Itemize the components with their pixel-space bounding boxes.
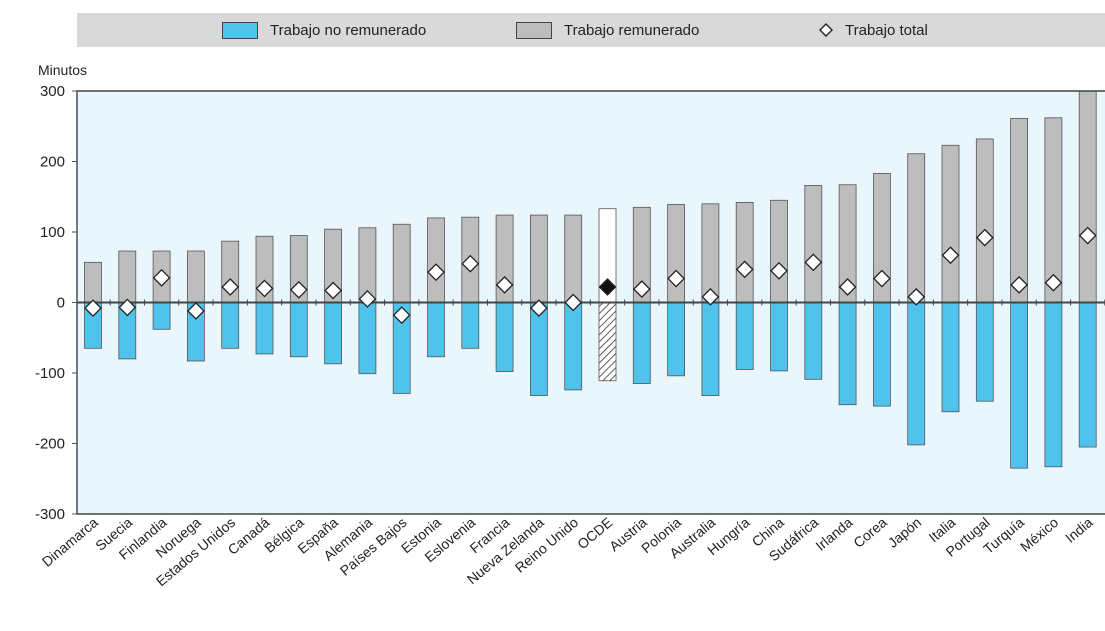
total-marker	[872, 269, 891, 288]
bar-unpaid	[221, 302, 240, 349]
bar-unpaid	[907, 302, 926, 446]
bar-paid	[667, 204, 685, 303]
total-marker	[186, 302, 205, 320]
total-marker	[152, 268, 171, 287]
bar-paid	[392, 223, 411, 303]
bar-unpaid	[735, 302, 754, 370]
x-tick-label: India	[1062, 514, 1096, 546]
total-marker	[324, 281, 343, 300]
bar-paid	[84, 261, 102, 303]
total-marker	[564, 293, 583, 312]
bar-unpaid	[667, 302, 685, 377]
bar-unpaid	[838, 302, 857, 406]
bar-unpaid	[1010, 302, 1028, 469]
bar-unpaid	[152, 302, 171, 330]
bar-paid	[701, 203, 720, 303]
legend-diamond-icon	[819, 23, 833, 37]
bar-paid	[941, 144, 960, 303]
total-marker	[255, 279, 274, 298]
total-marker	[632, 280, 651, 299]
legend-swatch-unpaid	[222, 21, 258, 39]
y-tick-label: 200	[40, 154, 65, 171]
bar-unpaid	[975, 302, 994, 402]
total-marker	[907, 287, 926, 306]
x-tick-label: Corea	[850, 514, 890, 551]
bar-unpaid	[941, 302, 960, 413]
total-marker	[1010, 275, 1029, 294]
total-marker	[221, 278, 240, 296]
total-marker	[495, 275, 514, 294]
x-tick-label: México	[1017, 514, 1061, 555]
bar-unpaid	[770, 302, 788, 372]
total-marker	[289, 280, 308, 299]
bar-paid	[735, 201, 754, 303]
legend-label-paid: Trabajo remunerado	[564, 21, 700, 39]
bar-unpaid	[804, 302, 823, 380]
total-marker	[1044, 273, 1063, 292]
total-marker	[975, 228, 994, 247]
y-tick-label: -200	[35, 436, 65, 453]
bar-unpaid	[564, 302, 583, 391]
legend: Trabajo no remunerado Trabajo remunerado…	[77, 13, 1105, 47]
bar-paid	[1078, 90, 1097, 303]
legend-label-unpaid: Trabajo no remunerado	[270, 21, 427, 39]
total-marker	[84, 299, 102, 318]
y-tick-label: 300	[40, 83, 65, 100]
bar-unpaid	[495, 302, 514, 372]
total-marker	[735, 260, 754, 279]
bar-paid	[564, 214, 583, 303]
bar-unpaid	[1044, 302, 1063, 468]
y-tick-label: 0	[57, 295, 65, 312]
total-marker	[701, 287, 720, 306]
total-marker	[804, 253, 823, 272]
legend-item-unpaid: Trabajo no remunerado	[222, 13, 426, 47]
bar-unpaid	[358, 302, 377, 375]
y-tick-label: 100	[40, 224, 65, 241]
bar-unpaid	[461, 302, 480, 349]
legend-swatch-paid	[516, 21, 552, 39]
total-marker	[770, 261, 788, 280]
y-axis-unit-label: Minutos	[38, 62, 88, 78]
total-marker	[941, 246, 960, 265]
bar-unpaid	[873, 302, 891, 407]
bar-unpaid	[427, 302, 445, 358]
total-marker	[598, 278, 617, 296]
total-marker	[118, 298, 137, 317]
bar-paid	[770, 199, 788, 303]
total-marker	[667, 269, 686, 288]
bar-paid	[907, 153, 926, 303]
legend-item-paid: Trabajo remunerado	[516, 13, 699, 47]
bar-unpaid	[701, 302, 720, 396]
y-tick-label: -100	[35, 365, 65, 382]
bar-paid	[186, 250, 205, 303]
bar-unpaid	[289, 302, 308, 358]
total-marker	[427, 263, 445, 282]
bar-paid	[975, 138, 994, 303]
bar-unpaid	[1078, 302, 1097, 448]
legend-item-total: Trabajo total	[819, 13, 928, 47]
total-marker	[529, 299, 548, 318]
bar-paid	[427, 217, 445, 303]
x-tick-label: Japón	[885, 514, 925, 551]
x-tick-label: Irlanda	[812, 514, 855, 554]
bar-unpaid	[255, 302, 274, 355]
bar-paid	[118, 250, 137, 303]
bar-paid	[804, 185, 823, 303]
legend-label-total: Trabajo total	[845, 21, 928, 39]
total-marker	[392, 306, 411, 325]
total-marker	[1078, 226, 1097, 245]
bar-unpaid	[598, 302, 617, 382]
bar-unpaid	[324, 302, 343, 365]
y-tick-label: -300	[35, 506, 65, 523]
bar-unpaid	[632, 302, 651, 384]
total-marker	[838, 278, 857, 296]
total-marker	[358, 290, 377, 308]
bar-paid	[530, 214, 548, 303]
total-marker	[461, 254, 480, 273]
bar-paid	[1010, 118, 1028, 303]
